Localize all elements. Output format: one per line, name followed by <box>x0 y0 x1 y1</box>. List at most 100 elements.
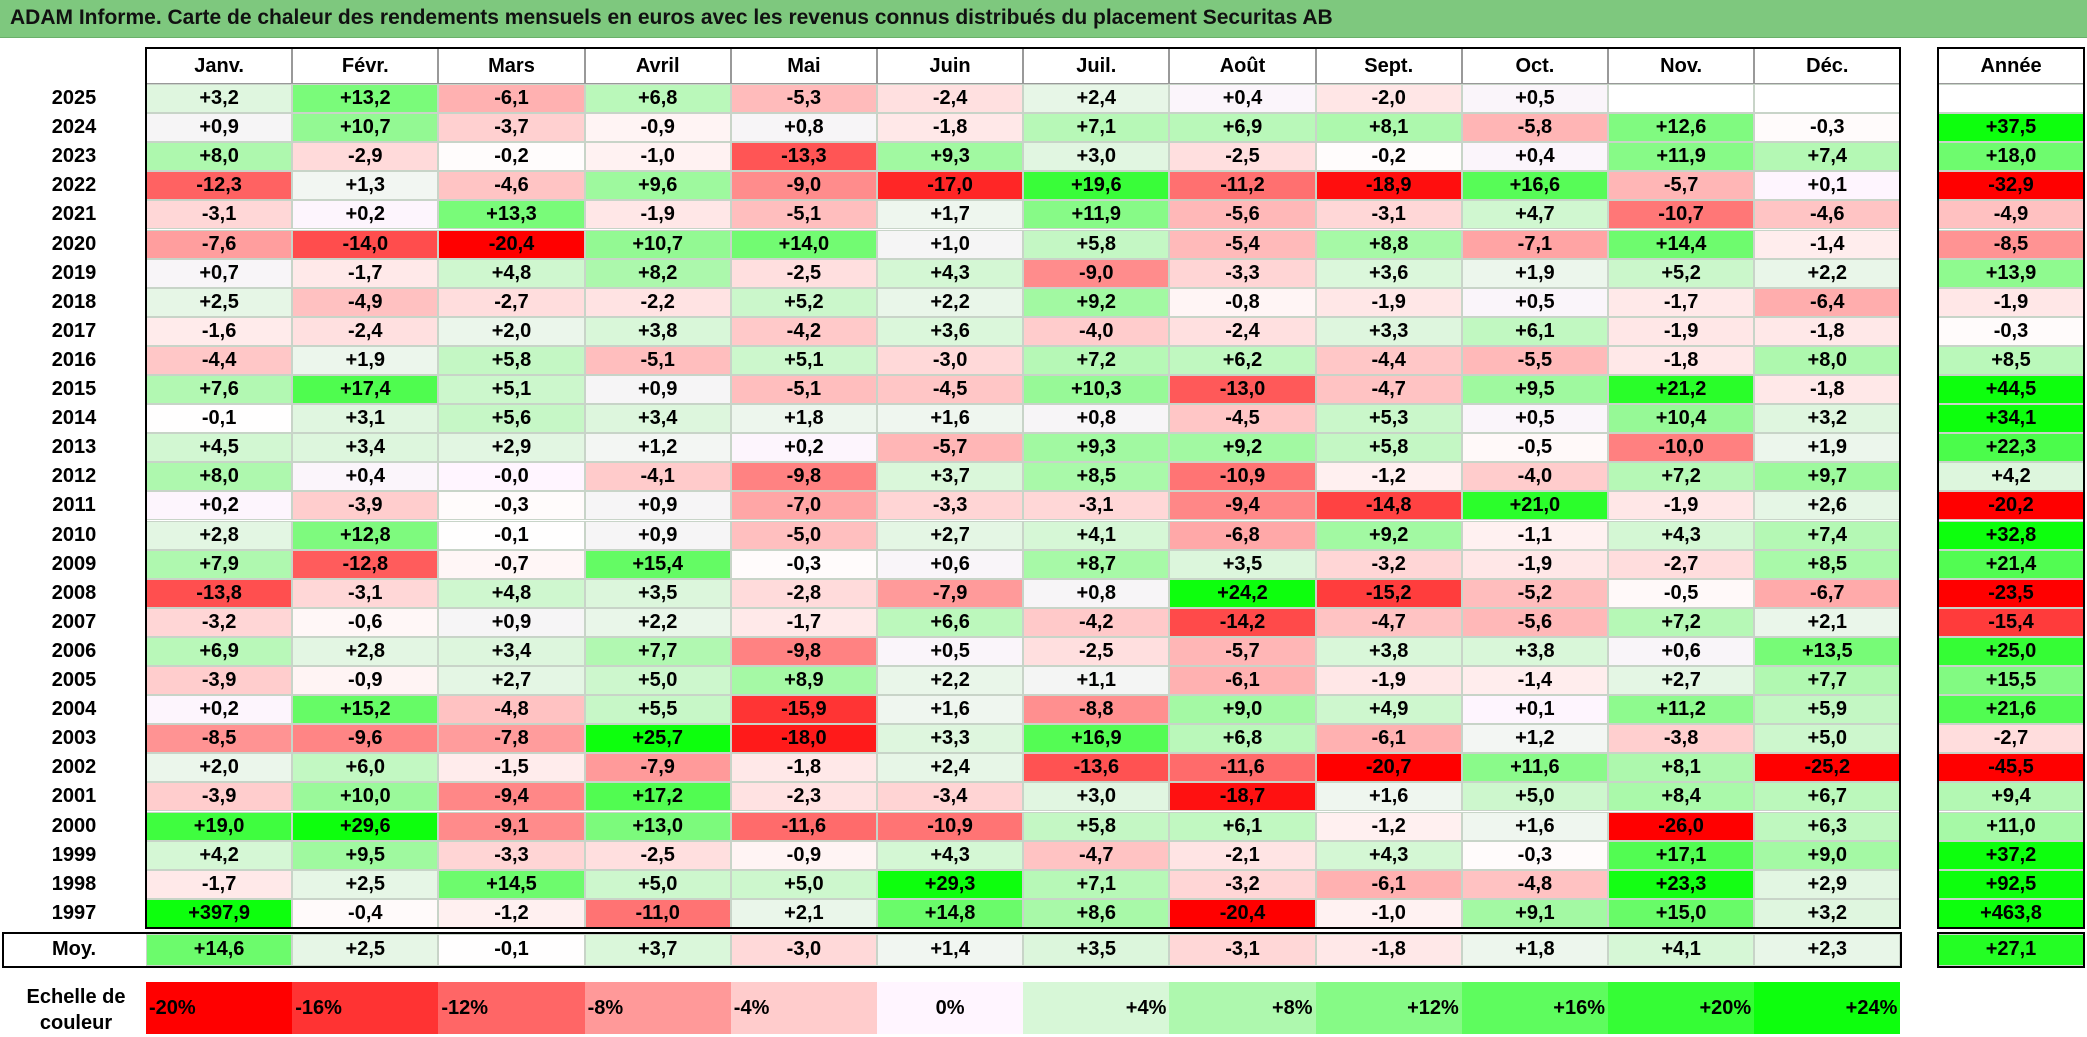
heatmap-cell: -12,8 <box>292 549 439 579</box>
heatmap-cell: -0,2 <box>1315 142 1462 172</box>
heatmap-cell: -1,2 <box>1315 811 1462 841</box>
heatmap-cell: +7,4 <box>1754 142 1901 172</box>
heatmap-cell: +0,9 <box>584 520 731 550</box>
annual-cell: +21,4 <box>1938 549 2084 579</box>
heatmap-cell: +15,0 <box>1608 898 1755 928</box>
heatmap-cell: +21,0 <box>1461 491 1608 521</box>
heatmap-cell: +1,9 <box>1754 433 1901 463</box>
heatmap-cell: +0,4 <box>1169 84 1316 114</box>
annual-cell: -20,2 <box>1938 491 2084 521</box>
heatmap-cell: -0,3 <box>1461 840 1608 870</box>
heatmap-cell: -4,0 <box>1461 462 1608 492</box>
heatmap-cell: -26,0 <box>1608 811 1755 841</box>
heatmap-cell: -11,0 <box>584 898 731 928</box>
heatmap-cell: -9,8 <box>730 636 877 666</box>
heatmap-cell: +3,4 <box>292 433 439 463</box>
heatmap-cell: -3,9 <box>146 666 293 696</box>
heatmap-cell: -7,8 <box>438 724 585 754</box>
heatmap-cell: -4,7 <box>1315 607 1462 637</box>
annual-cell: +44,5 <box>1938 375 2084 405</box>
heatmap-cell: +23,3 <box>1608 869 1755 899</box>
heatmap-cell: -0,3 <box>438 491 585 521</box>
heatmap-cell: -5,7 <box>877 433 1024 463</box>
heatmap-cell: +0,8 <box>730 113 877 143</box>
heatmap-cell: -9,8 <box>730 462 877 492</box>
heatmap-cell: +8,5 <box>1754 549 1901 579</box>
row-year-label: 2024 <box>4 113 144 143</box>
heatmap-cell: -20,4 <box>1169 898 1316 928</box>
chart-title: ADAM Informe. Carte de chaleur des rende… <box>10 6 1333 29</box>
heatmap-cell: +6,0 <box>292 753 439 783</box>
annual-cell: +8,5 <box>1938 345 2084 375</box>
heatmap-cell: -2,0 <box>1315 84 1462 114</box>
heatmap-cell: -1,9 <box>1315 287 1462 317</box>
scale-swatch: -12% <box>438 982 585 1034</box>
heatmap-cell: -18,0 <box>730 724 877 754</box>
heatmap-cell: -4,7 <box>1315 375 1462 405</box>
annual-header: Année <box>1938 48 2084 84</box>
heatmap-cell <box>1608 84 1755 114</box>
heatmap-cell: +4,3 <box>1315 840 1462 870</box>
heatmap-cell: +11,9 <box>1023 200 1170 230</box>
average-cell: -0,1 <box>438 933 585 966</box>
heatmap-cell: +4,8 <box>438 578 585 608</box>
heatmap-cell: +2,8 <box>146 520 293 550</box>
heatmap-cell: +4,1 <box>1023 520 1170 550</box>
heatmap-cell: -12,3 <box>146 171 293 201</box>
heatmap-cell: -4,0 <box>1023 316 1170 346</box>
heatmap-cell: +3,5 <box>1169 549 1316 579</box>
heatmap-cell: +5,9 <box>1754 695 1901 725</box>
scale-swatch: +24% <box>1754 982 1901 1034</box>
row-year-label: 2025 <box>4 84 144 114</box>
heatmap-cell: +0,9 <box>584 491 731 521</box>
heatmap-cell: +6,8 <box>584 84 731 114</box>
heatmap-cell: -3,1 <box>146 200 293 230</box>
heatmap-cell: +2,7 <box>438 666 585 696</box>
heatmap-cell: +0,2 <box>146 695 293 725</box>
annual-cell: +22,3 <box>1938 433 2084 463</box>
heatmap-cell: -2,3 <box>730 782 877 812</box>
average-cell: +3,7 <box>584 933 731 966</box>
heatmap-cell: +5,1 <box>438 375 585 405</box>
heatmap-cell: -0,0 <box>438 462 585 492</box>
heatmap-cell: +6,9 <box>146 636 293 666</box>
heatmap-cell: -0,4 <box>292 898 439 928</box>
row-year-label: 2002 <box>4 753 144 783</box>
heatmap-cell: +9,2 <box>1315 520 1462 550</box>
row-year-label: 2006 <box>4 636 144 666</box>
column-header-11: Nov. <box>1608 48 1755 84</box>
heatmap-cell: -3,1 <box>292 578 439 608</box>
heatmap-cell: +3,3 <box>1315 316 1462 346</box>
heatmap-cell: +3,2 <box>1754 404 1901 434</box>
heatmap-cell: -1,7 <box>292 258 439 288</box>
heatmap-cell: +2,1 <box>1754 607 1901 637</box>
heatmap-cell: -1,7 <box>1608 287 1755 317</box>
row-year-label: 2000 <box>4 811 144 841</box>
heatmap-cell: -2,1 <box>1169 840 1316 870</box>
heatmap-cell: -6,1 <box>1315 724 1462 754</box>
heatmap-cell: +0,4 <box>1461 142 1608 172</box>
heatmap-cell: +8,2 <box>584 258 731 288</box>
heatmap-cell: +10,7 <box>584 229 731 259</box>
row-year-label: 2013 <box>4 433 144 463</box>
heatmap-cell: +5,2 <box>1608 258 1755 288</box>
heatmap-cell: +8,4 <box>1608 782 1755 812</box>
heatmap-cell: +0,5 <box>1461 84 1608 114</box>
average-annual-cell: +27,1 <box>1938 933 2084 966</box>
scale-swatch: +20% <box>1608 982 1755 1034</box>
heatmap-cell: -13,3 <box>730 142 877 172</box>
heatmap-cell: -11,6 <box>1169 753 1316 783</box>
average-cell: -1,8 <box>1315 933 1462 966</box>
heatmap-cell: -0,8 <box>1169 287 1316 317</box>
scale-label: Echelle de couleur <box>8 984 144 1036</box>
heatmap-cell: -7,9 <box>877 578 1024 608</box>
heatmap-cell: -0,1 <box>146 404 293 434</box>
heatmap-cell: +8,1 <box>1315 113 1462 143</box>
scale-swatch: +4% <box>1023 982 1170 1034</box>
heatmap-cell: +4,2 <box>146 840 293 870</box>
heatmap-cell: +9,5 <box>1461 375 1608 405</box>
heatmap-cell: +1,0 <box>877 229 1024 259</box>
row-year-label: 2010 <box>4 520 144 550</box>
heatmap-cell: -10,0 <box>1608 433 1755 463</box>
